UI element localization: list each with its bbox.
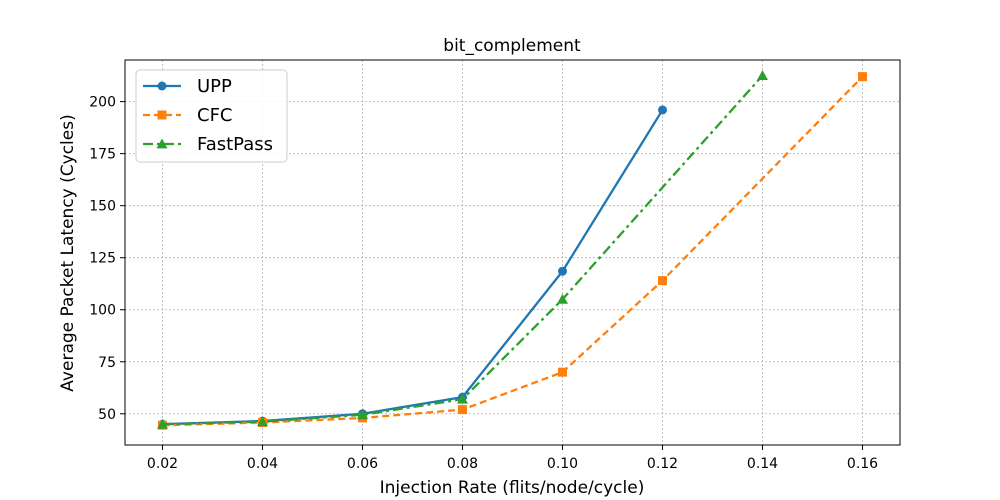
data-point-marker: [558, 367, 567, 377]
series-line-upp: [162, 109, 664, 426]
chart-title: bit_complement: [443, 36, 581, 56]
y-tick-label: 50: [98, 407, 116, 423]
data-point-marker: [157, 81, 167, 91]
x-tick-label: 0.02: [147, 456, 178, 472]
data-point-marker: [658, 105, 667, 115]
data-point-marker: [458, 405, 467, 415]
x-tick-label: 0.14: [747, 456, 778, 472]
x-tick-label: 0.10: [547, 456, 578, 472]
legend-box: [135, 69, 288, 163]
x-tick-label: 0.12: [647, 456, 678, 472]
data-point-marker: [157, 110, 167, 120]
y-tick-label: 150: [89, 199, 116, 215]
plot-area: 0.02 0.04 0.06 0.08 0.10 0.12 0.14 0.16 50 75 100 1…: [89, 59, 901, 472]
x-axis-label: Injection Rate (flits/node/cycle): [380, 478, 645, 498]
y-tick-label: 175: [89, 147, 116, 163]
y-axis-label: Average Packet Latency (Cycles): [58, 114, 78, 391]
data-point-marker: [457, 393, 468, 404]
legend-label-upp: UPP: [197, 76, 232, 97]
data-point-marker: [658, 276, 667, 286]
data-point-marker: [257, 416, 268, 427]
data-point-marker: [558, 266, 567, 276]
data-point-marker: [757, 70, 768, 81]
legend-label-cfc: CFC: [197, 105, 233, 126]
y-tick-label: 200: [89, 95, 116, 111]
y-tick-label: 125: [89, 251, 116, 267]
x-tick-label: 0.04: [247, 456, 278, 472]
axes-frame: [124, 59, 901, 446]
data-point-marker: [157, 418, 168, 429]
data-point-marker: [858, 72, 867, 82]
x-tick-label: 0.06: [347, 456, 378, 472]
data-point-marker: [557, 293, 568, 304]
series-line-fastpass: [162, 74, 764, 426]
data-point-marker: [357, 409, 368, 420]
x-tick-label: 0.08: [447, 456, 478, 472]
y-tick-label: 100: [89, 303, 116, 319]
legend-label-fastpass: FastPass: [197, 134, 273, 155]
y-tick-label: 75: [98, 355, 116, 371]
data-point-marker: [156, 138, 168, 149]
legend: UPP CFC FastPass: [135, 69, 288, 163]
x-tick-label: 0.16: [847, 456, 878, 472]
